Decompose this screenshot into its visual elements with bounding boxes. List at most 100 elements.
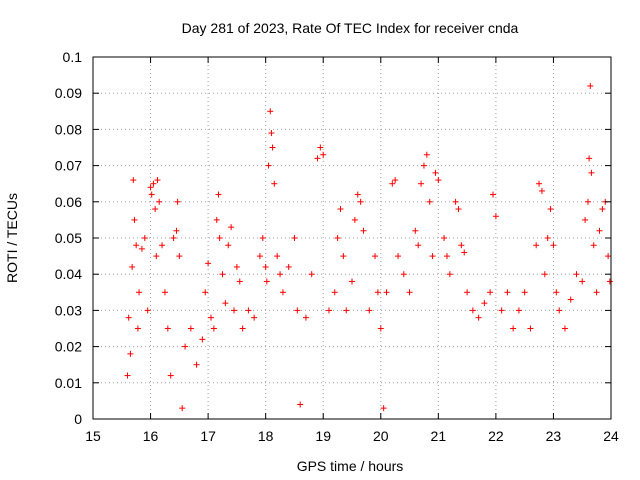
data-point: [420, 162, 427, 169]
data-point: [432, 169, 439, 176]
data-point: [351, 216, 358, 223]
y-tick-label: 0.06: [55, 194, 82, 210]
data-point: [556, 307, 563, 314]
data-point: [274, 253, 281, 260]
chart-title: Day 281 of 2023, Rate Of TEC Index for r…: [182, 20, 519, 36]
x-tick-label: 19: [315, 428, 331, 444]
data-point: [153, 253, 160, 260]
data-point: [269, 144, 276, 151]
data-point: [374, 289, 381, 296]
data-point: [579, 278, 586, 285]
data-point: [215, 191, 222, 198]
data-point: [510, 325, 517, 332]
data-point: [216, 235, 223, 241]
data-point: [590, 242, 597, 249]
x-tick-label: 16: [143, 428, 159, 444]
data-point: [533, 242, 540, 249]
data-point: [279, 289, 286, 296]
data-point: [245, 307, 252, 314]
data-point: [406, 289, 413, 296]
data-point: [443, 253, 450, 260]
data-point: [174, 198, 181, 205]
data-point: [159, 242, 166, 249]
data-point: [144, 307, 151, 314]
x-tick-label: 24: [603, 428, 619, 444]
data-point: [131, 216, 138, 223]
data-point: [213, 216, 220, 223]
data-point: [596, 227, 603, 234]
y-tick-label: 0.1: [63, 49, 83, 65]
data-point: [475, 314, 482, 321]
data-point: [383, 289, 390, 296]
data-point: [536, 180, 543, 187]
data-point: [395, 253, 402, 260]
data-point: [498, 307, 505, 314]
data-point: [228, 224, 235, 231]
y-tick-label: 0.03: [55, 302, 82, 318]
data-point: [271, 180, 278, 187]
x-axis-label: GPS time / hours: [297, 458, 404, 474]
data-point: [133, 242, 140, 249]
data-point: [134, 325, 141, 332]
x-tick-label: 20: [373, 428, 389, 444]
plot-grid: [93, 57, 611, 419]
data-point: [148, 191, 155, 198]
data-point: [458, 242, 465, 249]
data-point: [429, 253, 436, 260]
data-point: [173, 227, 180, 234]
y-tick-label: 0.02: [55, 339, 82, 355]
y-axis-label: ROTI / TECUs: [4, 193, 20, 283]
data-point: [452, 198, 459, 205]
x-tick-label: 15: [85, 428, 101, 444]
data-point: [461, 249, 468, 256]
data-point: [256, 253, 263, 260]
data-point: [308, 271, 315, 278]
data-point: [343, 307, 350, 314]
data-point: [207, 314, 214, 321]
data-point: [504, 289, 511, 296]
data-point: [605, 253, 612, 260]
data-point: [377, 325, 384, 332]
data-point: [130, 177, 137, 184]
data-point: [179, 405, 186, 412]
data-point: [340, 253, 347, 260]
data-point: [550, 242, 557, 249]
data-point: [267, 108, 274, 115]
y-tick-label: 0.08: [55, 121, 82, 137]
data-point: [314, 155, 321, 162]
data-point: [236, 278, 243, 285]
data-point: [588, 169, 595, 176]
data-point: [446, 271, 453, 278]
data-point: [418, 180, 425, 187]
data-point: [263, 278, 270, 285]
data-point: [573, 271, 580, 278]
data-point: [415, 242, 422, 249]
data-point: [222, 300, 229, 307]
data-point: [541, 271, 548, 278]
y-tick-label: 0.07: [55, 158, 82, 174]
data-point: [297, 401, 304, 408]
data-point: [435, 177, 442, 184]
data-point: [331, 289, 338, 296]
data-point: [389, 180, 396, 187]
data-point: [320, 151, 327, 158]
data-point: [606, 278, 613, 285]
data-point: [127, 350, 134, 357]
data-point: [125, 314, 132, 321]
data-point: [277, 271, 284, 278]
data-point: [156, 198, 163, 205]
data-point: [469, 307, 476, 314]
data-point: [210, 325, 217, 332]
data-point: [334, 235, 341, 241]
data-point: [262, 263, 269, 270]
y-axis: 0 0.01 0.02 0.03 0.04 0.05 0.06 0.07 0.08 0.09 0.1: [55, 49, 611, 427]
data-point: [521, 289, 528, 296]
x-tick-label: 18: [258, 428, 274, 444]
data-point: [147, 184, 154, 191]
data-point: [492, 213, 499, 220]
data-point: [337, 206, 344, 213]
y-tick-label: 0.01: [55, 375, 82, 391]
data-point: [138, 245, 145, 252]
data-point: [294, 307, 301, 314]
data-point: [538, 187, 545, 194]
